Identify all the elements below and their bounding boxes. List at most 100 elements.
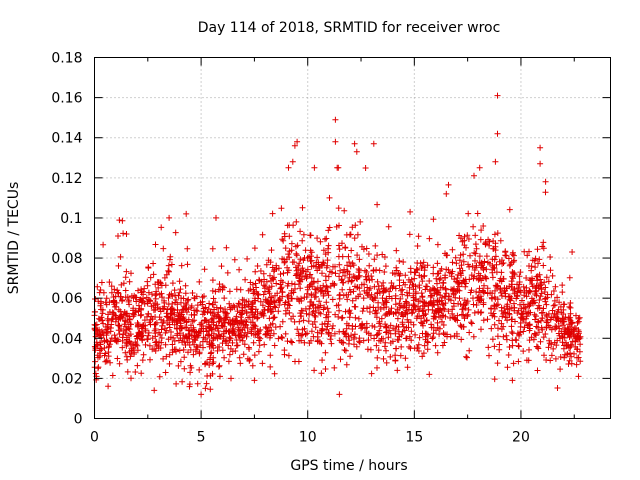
data-point	[290, 222, 297, 229]
data-point	[526, 337, 533, 344]
data-point	[356, 256, 363, 263]
data-point	[124, 368, 131, 375]
data-point	[248, 326, 255, 333]
data-point	[464, 311, 471, 318]
data-point	[536, 297, 543, 303]
data-point	[374, 354, 381, 361]
data-point	[415, 233, 422, 240]
data-point	[511, 290, 518, 297]
data-point	[356, 335, 363, 342]
data-point	[101, 345, 108, 351]
data-point	[447, 315, 454, 321]
data-point	[230, 325, 237, 332]
data-point	[348, 247, 355, 254]
data-point	[407, 265, 414, 272]
data-point	[541, 279, 548, 286]
data-point	[295, 281, 302, 288]
data-point	[138, 311, 145, 318]
data-point	[216, 362, 223, 369]
data-point	[415, 308, 422, 315]
data-point	[372, 242, 379, 249]
data-point	[105, 383, 112, 390]
data-point	[520, 283, 527, 290]
data-point	[517, 314, 524, 321]
data-point	[540, 305, 547, 312]
data-point	[194, 380, 201, 387]
data-point	[474, 210, 481, 217]
data-point	[438, 308, 445, 314]
data-point	[366, 309, 373, 315]
data-point	[511, 257, 518, 264]
data-point	[259, 231, 266, 238]
data-point	[483, 253, 490, 260]
data-point	[349, 297, 356, 304]
data-point	[153, 338, 160, 345]
data-point	[166, 321, 173, 328]
data-point	[130, 310, 136, 317]
data-point	[454, 287, 461, 294]
data-point	[244, 255, 251, 262]
data-point	[340, 269, 346, 276]
data-point	[498, 292, 505, 299]
data-point	[342, 245, 349, 251]
data-point	[208, 316, 215, 323]
data-point	[433, 308, 440, 315]
data-point	[169, 306, 176, 313]
data-point	[347, 263, 354, 270]
data-point	[360, 246, 367, 253]
data-point	[310, 278, 317, 285]
data-point	[267, 363, 274, 370]
data-point	[116, 360, 123, 367]
data-point	[550, 302, 557, 309]
data-point	[488, 325, 495, 332]
data-point	[347, 289, 354, 296]
y-tick-label: 0.18	[51, 51, 82, 67]
data-point	[98, 346, 105, 353]
data-point	[251, 322, 258, 329]
data-point	[163, 353, 170, 360]
data-point	[383, 310, 390, 317]
data-point	[215, 363, 222, 370]
data-point	[498, 278, 505, 285]
data-point	[441, 339, 448, 346]
data-point	[123, 231, 130, 237]
data-point	[337, 291, 343, 298]
data-point	[146, 342, 153, 349]
data-point	[332, 311, 339, 318]
data-point	[434, 241, 441, 248]
data-point	[226, 337, 233, 344]
data-point	[117, 253, 124, 260]
data-point	[464, 354, 470, 361]
data-point	[472, 241, 479, 248]
data-point	[169, 341, 176, 348]
data-point	[173, 296, 180, 303]
data-point	[452, 254, 459, 261]
data-point	[179, 378, 186, 385]
data-point	[354, 252, 361, 259]
data-point	[302, 247, 309, 254]
data-point	[346, 259, 353, 266]
data-point	[259, 360, 266, 367]
data-point	[340, 339, 347, 346]
data-point	[231, 256, 238, 263]
data-point	[156, 314, 163, 321]
data-point	[252, 325, 259, 332]
data-point	[293, 218, 300, 225]
data-point	[265, 257, 272, 264]
y-tick-label: 0.06	[51, 291, 82, 307]
data-point	[300, 317, 307, 324]
data-point	[459, 267, 466, 274]
data-point	[340, 292, 347, 299]
data-point	[388, 280, 395, 286]
data-point	[239, 310, 246, 317]
data-point	[376, 320, 383, 327]
data-point	[145, 310, 152, 317]
data-point	[573, 346, 580, 353]
data-point	[277, 285, 284, 292]
data-point	[210, 321, 217, 328]
data-point	[430, 264, 437, 271]
data-point	[237, 360, 244, 367]
data-point	[383, 359, 390, 366]
data-point	[194, 344, 201, 351]
